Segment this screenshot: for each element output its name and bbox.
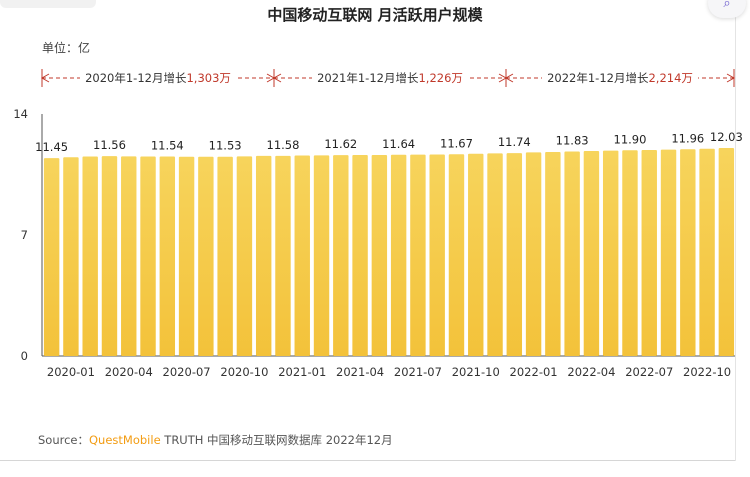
bar-2021-06: [371, 154, 388, 356]
bar-2021-04: [333, 155, 349, 356]
bar-2020-08: [178, 156, 195, 356]
y-tick-label: 7: [21, 228, 28, 242]
x-tick-label: 2020-04: [105, 365, 153, 379]
chart-title: 中国移动互联网 月活跃用户规模: [267, 6, 483, 24]
growth-value: 1,226万: [418, 71, 462, 85]
data-label: 11.53: [209, 139, 242, 153]
growth-prefix: 2022年1-12月增长: [547, 71, 649, 85]
data-label: 11.64: [382, 137, 415, 151]
bar-2021-10: [448, 154, 465, 356]
growth-annotations: 2020年1-12月增长1,303万 2021年1-12月增长1,226万 2022…: [40, 67, 736, 87]
bar-2020-12: [255, 155, 272, 356]
data-label: 11.83: [556, 134, 589, 148]
growth-value: 2,214万: [648, 71, 692, 85]
x-tick-label: 2020-01: [47, 365, 95, 379]
source-brand: QuestMobile: [89, 433, 161, 447]
arrow-right-icon: [726, 73, 736, 83]
x-tick-label: 2022-01: [510, 365, 558, 379]
bar-2021-05: [352, 154, 368, 356]
image-search-icon[interactable]: ⌕: [708, 0, 746, 18]
bar-2021-02: [294, 155, 310, 356]
bar-2021-11: [468, 153, 484, 356]
arrow-left-icon: [504, 73, 514, 83]
bar-2022-07: [622, 150, 638, 356]
bar-2020-05: [121, 156, 137, 356]
data-label: 11.56: [93, 138, 126, 152]
bar-2020-04: [101, 156, 118, 356]
annotation-backdrop: [312, 67, 468, 87]
annotation-backdrop: [542, 67, 698, 87]
growth-annotation: 2022年1-12月增长2,214万: [547, 71, 693, 85]
bar-2022-05: [583, 150, 600, 356]
bar-2022-03: [545, 152, 561, 356]
bar-2022-08: [641, 149, 657, 356]
data-label: 11.74: [498, 135, 531, 149]
data-label: 11.62: [324, 137, 357, 151]
bar-2022-04: [564, 151, 580, 356]
y-tick-label: 0: [21, 349, 28, 363]
bar-2022-09: [660, 149, 677, 356]
x-tick-label: 2020-07: [163, 365, 211, 379]
bar-2020-01: [43, 158, 60, 356]
data-label: 11.67: [440, 136, 473, 150]
bar-2020-11: [236, 156, 253, 356]
x-tick-label: 2021-10: [452, 365, 500, 379]
bar-2022-10: [680, 149, 696, 356]
bar-2021-09: [429, 154, 445, 356]
bar-2022-01: [506, 153, 523, 356]
growth-value: 1,303万: [186, 71, 230, 85]
bar-2022-11: [699, 148, 715, 356]
unit-label: 单位：亿: [42, 40, 90, 55]
data-label: 11.54: [151, 139, 184, 153]
x-tick-label: 2022-10: [683, 365, 731, 379]
bar-2020-07: [159, 156, 176, 356]
bar-2021-03: [313, 155, 330, 356]
annotation-backdrop: [80, 67, 236, 87]
bar-2021-12: [487, 153, 503, 356]
x-tick-label: 2020-10: [220, 365, 268, 379]
card-bottom-border: [0, 460, 735, 461]
arrow-left-icon: [272, 73, 282, 83]
axis-ticks: 0 7 14 2020-01 2020-04 2020-07 2020-10 2021-01 2…: [13, 107, 731, 379]
x-tick-label: 2022-04: [567, 365, 615, 379]
x-tick-label: 2022-07: [625, 365, 673, 379]
x-tick-label: 2021-04: [336, 365, 384, 379]
axes: [41, 114, 736, 357]
data-label: 11.90: [614, 132, 647, 146]
growth-prefix: 2020年1-12月增长: [85, 71, 187, 85]
bar-2022-02: [525, 152, 542, 356]
y-tick-label: 14: [13, 107, 28, 121]
source-label: Source：: [38, 433, 89, 447]
x-tick-label: 2021-01: [278, 365, 326, 379]
bar-2020-10: [217, 156, 233, 356]
bar-2022-12: [718, 148, 735, 356]
bar-2020-09: [198, 156, 214, 356]
growth-prefix: 2021年1-12月增长: [317, 71, 419, 85]
bar-2020-06: [140, 156, 156, 356]
data-labels: 11.45 11.56 11.54 11.53 11.58 11.62 11.64 11.67…: [35, 130, 743, 154]
data-label: 11.96: [671, 131, 704, 145]
arrow-left-icon: [40, 73, 50, 83]
bar-2021-07: [390, 154, 407, 356]
bar-2022-06: [602, 150, 619, 356]
source-text: TRUTH 中国移动互联网数据库 2022年12月: [160, 433, 393, 447]
growth-annotation: 2021年1-12月增长1,226万: [317, 71, 463, 85]
x-tick-label: 2021-07: [394, 365, 442, 379]
card-right-border: [735, 0, 736, 461]
bar-2021-01: [275, 155, 291, 356]
data-label: 12.03: [710, 130, 743, 144]
source-note: Source：QuestMobile TRUTH 中国移动互联网数据库 2022…: [38, 432, 393, 448]
growth-annotation: 2020年1-12月增长1,303万: [85, 71, 231, 85]
bar-2020-03: [82, 156, 98, 356]
bars: [43, 148, 735, 356]
data-label: 11.45: [35, 140, 68, 154]
bar-2020-02: [63, 157, 79, 356]
data-label: 11.58: [267, 138, 300, 152]
bar-2021-08: [410, 154, 426, 356]
previous-card-edge: [0, 0, 96, 8]
